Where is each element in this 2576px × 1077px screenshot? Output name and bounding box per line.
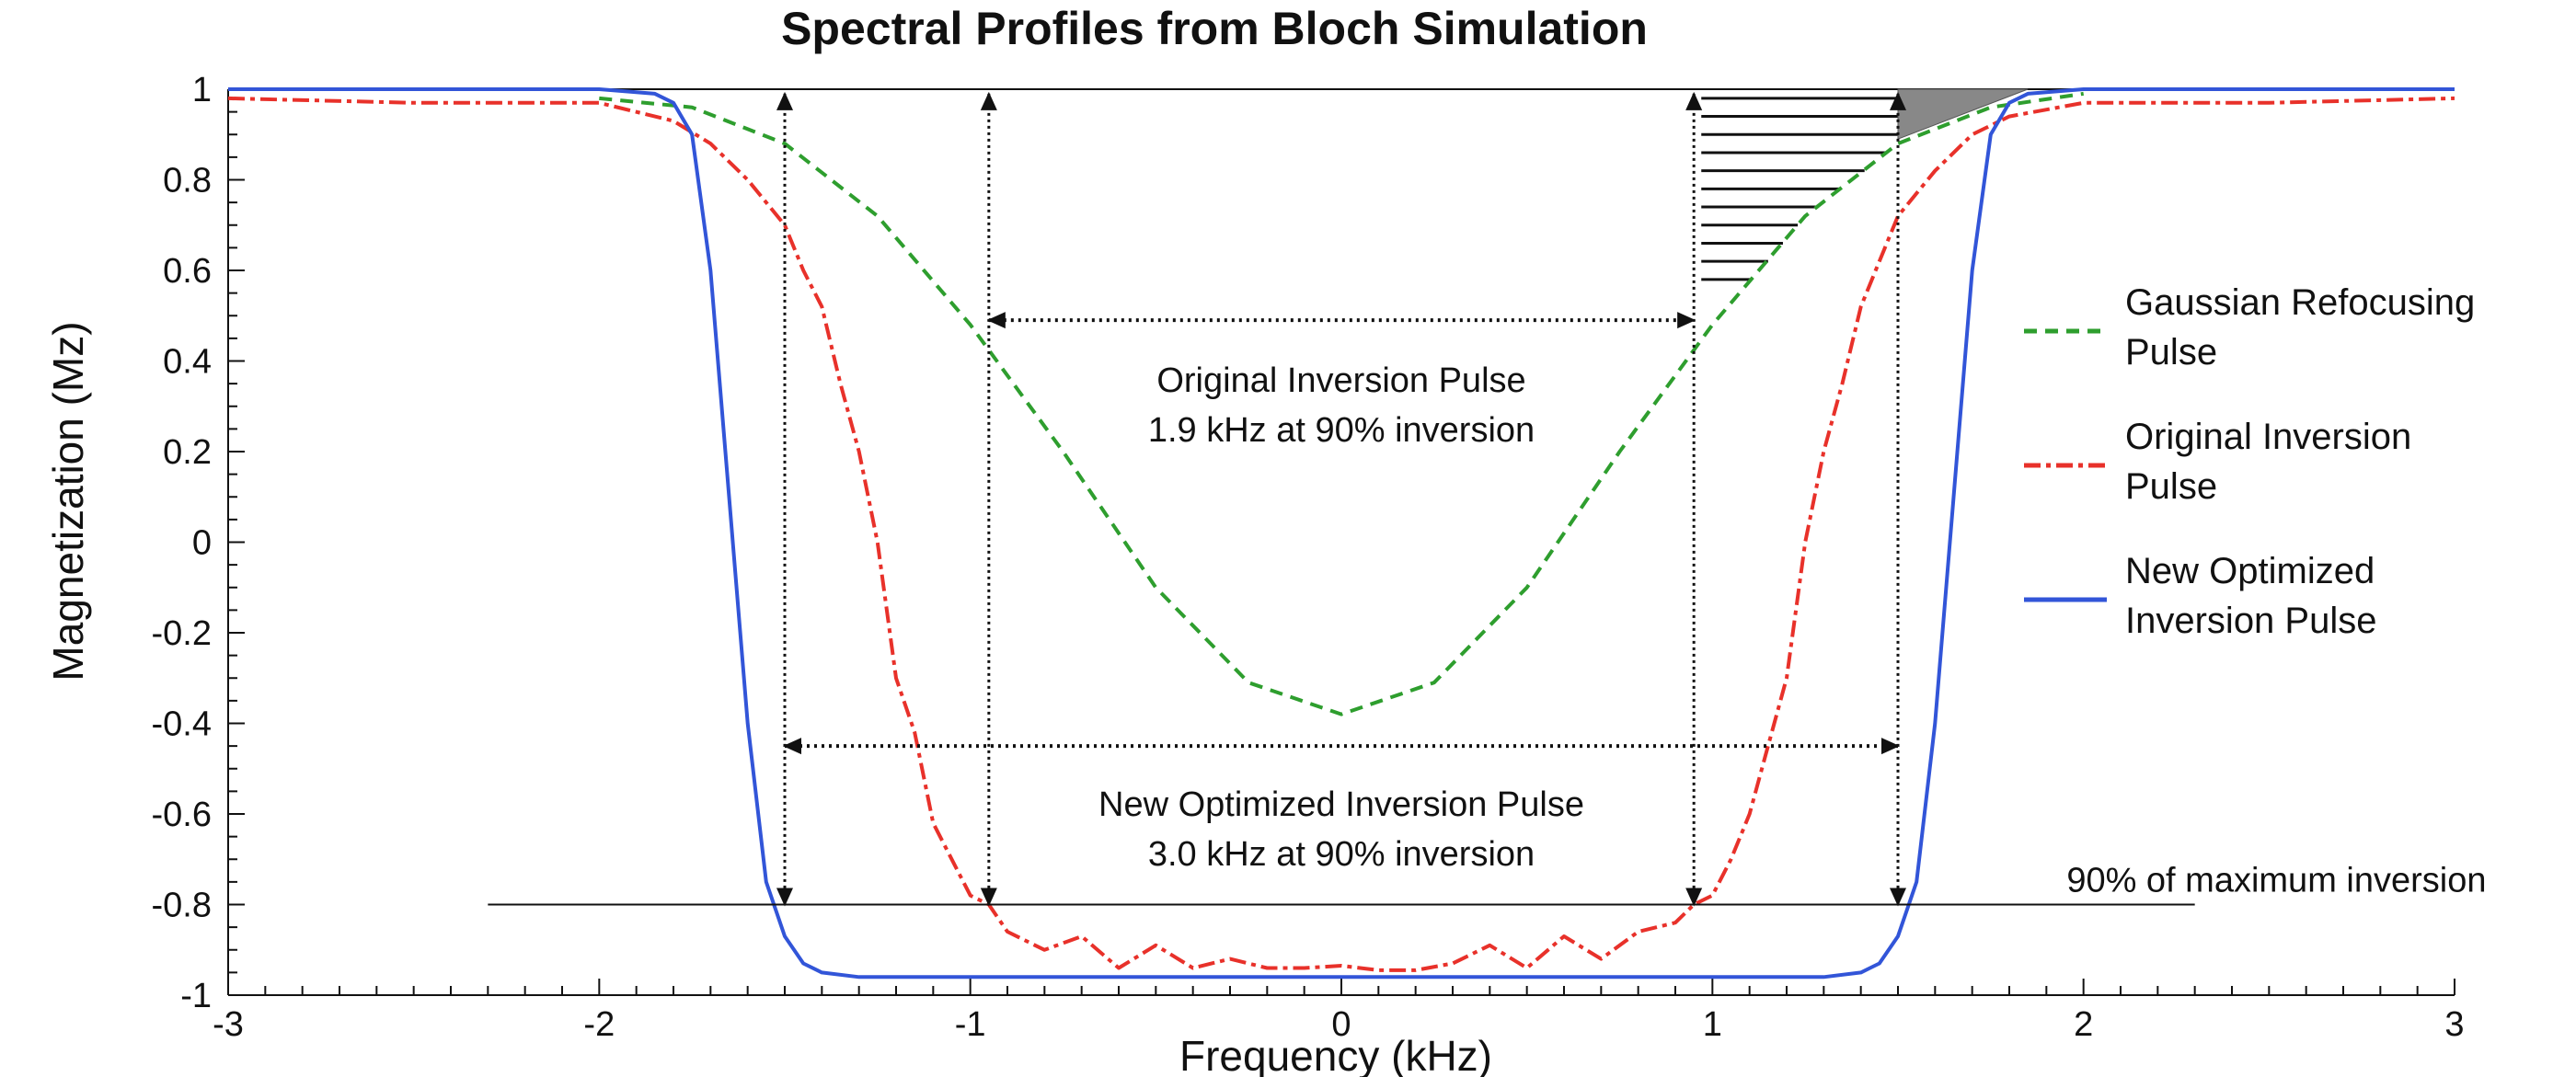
original-annotation-line: 1.9 kHz at 90% inversion (1148, 411, 1535, 450)
x-axis-label: Frequency (kHz) (1179, 1032, 1492, 1077)
annotations: 90% of maximum inversion Original Inversi… (488, 91, 2486, 907)
x-tick-label: 2 (2074, 1005, 2093, 1044)
x-tick-label: -1 (955, 1005, 986, 1044)
x-tick-label: 3 (2444, 1005, 2464, 1044)
legend-label-0: Pulse (2125, 332, 2217, 372)
legend-label-1: Original Inversion (2125, 417, 2411, 457)
x-tick-label: 0 (1331, 1005, 1351, 1044)
legend-label-0: Gaussian Refocusing (2125, 282, 2475, 323)
x-tick-label: 1 (1703, 1005, 1722, 1044)
x-tick-label: -3 (213, 1005, 244, 1044)
optimized-annotation-line: New Optimized Inversion Pulse (1098, 785, 1584, 824)
y-tick-label: 1 (192, 71, 212, 109)
chart-title: Spectral Profiles from Bloch Simulation (781, 3, 1648, 54)
y-tick-label: -0.4 (152, 705, 212, 744)
legend-label-1: Pulse (2125, 466, 2217, 507)
threshold-label: 90% of maximum inversion (2066, 862, 2486, 900)
y-tick-label: 0.2 (163, 433, 212, 472)
original-annotation-line: Original Inversion Pulse (1156, 361, 1525, 400)
legend-label-2: New Optimized (2125, 551, 2375, 591)
shaded-wedge (1897, 88, 2029, 140)
y-tick-label: 0.6 (163, 252, 212, 291)
plot-axes: -3 -2 -1 0 1 2 3 1 0.8 0.6 0.4 0.2 0 -0.2 -0.4 -0.6 -0.8… (152, 71, 2465, 1044)
y-axis-label: Magnetization (Mz) (44, 321, 92, 681)
y-tick-label: 0 (192, 524, 212, 563)
y-tick-label: -1 (180, 977, 212, 1015)
y-tick-label: -0.8 (152, 887, 212, 925)
legend: Gaussian Refocusing Pulse Original Inversi… (2024, 282, 2475, 641)
y-tick-label: 0.8 (163, 162, 212, 201)
series-line-2 (228, 87, 2455, 980)
series-line-1 (227, 96, 2455, 972)
legend-label-2: Inversion Pulse (2125, 601, 2376, 641)
y-tick-label: -0.2 (152, 614, 212, 653)
hatched-region (1701, 88, 2029, 281)
optimized-annotation-line: 3.0 kHz at 90% inversion (1148, 835, 1535, 874)
x-tick-label: -2 (583, 1005, 615, 1044)
y-tick-label: 0.4 (163, 343, 212, 382)
series-line-0 (599, 91, 2084, 716)
series-curves (227, 87, 2455, 980)
y-tick-label: -0.6 (152, 796, 212, 834)
